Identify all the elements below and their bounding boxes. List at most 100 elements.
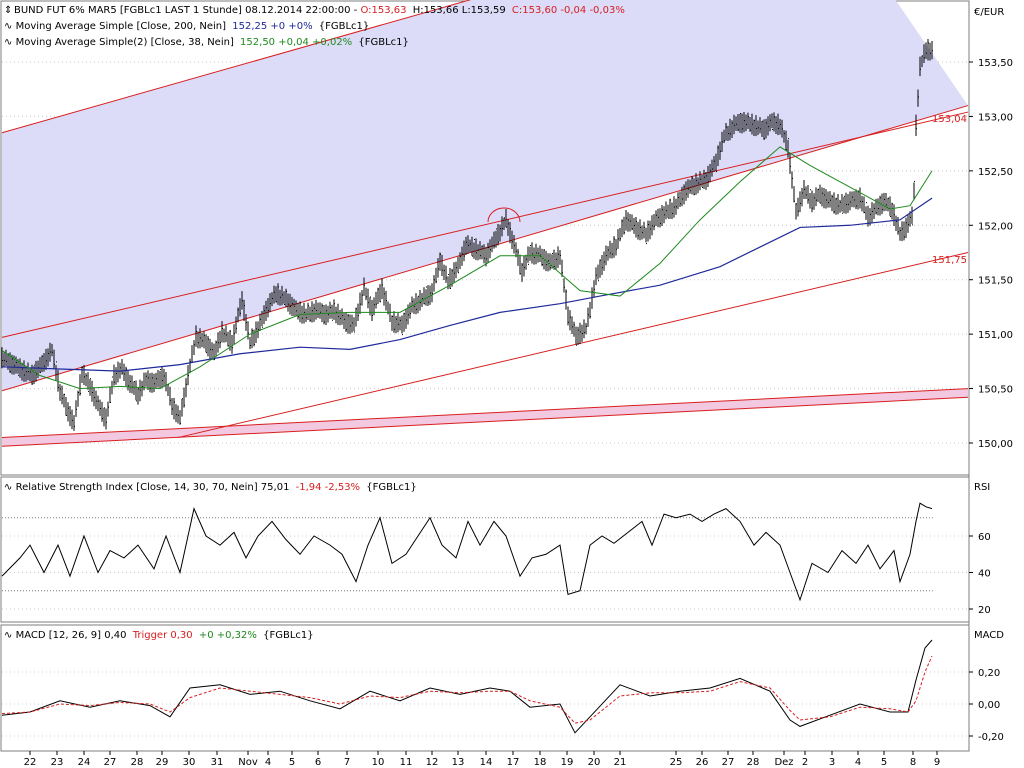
svg-text:∿ MACD [12, 26, 9] 0,40: ∿ MACD [12, 26, 9] 0,40 Trigger 0,30 +0 … bbox=[4, 630, 314, 641]
x-tick-label: 29 bbox=[156, 757, 169, 768]
macd-gridlines bbox=[2, 671, 968, 737]
x-tick-label: 11 bbox=[400, 757, 413, 768]
x-tick-label: 25 bbox=[670, 757, 683, 768]
y-tick-label: 151,00 bbox=[978, 330, 1013, 341]
x-tick-label: 23 bbox=[51, 757, 64, 768]
x-tick-label: 4 bbox=[855, 757, 861, 768]
x-tick-label: 28 bbox=[747, 757, 760, 768]
svg-text:∿ Relative Strength Inde: ∿ Relative Strength Index [Close, 14, 30… bbox=[4, 482, 417, 493]
svg-text:BUND FUT 6% MAR5 [FGBLc1 LAST: BUND FUT 6% MAR5 [FGBLc1 LAST 1 Stunde] … bbox=[14, 5, 625, 16]
lower-channel-line bbox=[177, 252, 969, 439]
bottom-band-top-line bbox=[1, 388, 969, 439]
x-tick-label: 12 bbox=[426, 757, 439, 768]
bottom-band-bottom-line bbox=[1, 396, 969, 447]
y-tick-label: 153,50 bbox=[978, 58, 1013, 69]
open-value: O:153,63 bbox=[360, 5, 406, 16]
mid-channel-line bbox=[1, 111, 969, 338]
price-channels bbox=[1, 0, 969, 447]
rsi-suffix: {FGBLc1} bbox=[366, 482, 417, 493]
x-tick-label: 5 bbox=[289, 757, 295, 768]
x-tick-label: Nov bbox=[238, 757, 258, 768]
macd-legend[interactable]: ∿ MACD [12, 26, 9] 0,40 Trigger 0,30 +0 … bbox=[4, 630, 314, 641]
y-tick-label: -0,20 bbox=[978, 732, 1004, 743]
rsi-y-axis: 20 40 60 bbox=[969, 532, 991, 616]
moving-average-simple-2-close-38-nein--line bbox=[1, 146, 933, 390]
upper-channel-band bbox=[2, 0, 968, 391]
instrument-title: BUND FUT 6% MAR5 [FGBLc1 LAST 1 Stunde] … bbox=[14, 5, 358, 16]
y-tick-label: 152,50 bbox=[978, 167, 1013, 178]
x-tick-label: 7 bbox=[344, 757, 350, 768]
x-tick-label: 28 bbox=[131, 757, 144, 768]
currency-label: €/EUR bbox=[974, 7, 1004, 18]
x-tick-label: 14 bbox=[480, 757, 493, 768]
y-tick-label: 20 bbox=[978, 605, 991, 616]
x-tick-label: Dez bbox=[774, 757, 793, 768]
macd-y-axis: -0,20 0,00 0,20 bbox=[969, 668, 1004, 743]
rsi-icon: ∿ bbox=[4, 482, 12, 493]
x-tick-label: 20 bbox=[588, 757, 601, 768]
y-tick-label: 152,00 bbox=[978, 221, 1013, 232]
y-tick-label: 0,20 bbox=[978, 668, 1000, 679]
y-tick-label: 150,00 bbox=[978, 439, 1013, 450]
ma200-label: Moving Average Simple [Close, 200, Nein] bbox=[16, 21, 227, 32]
x-tick-label: 19 bbox=[561, 757, 574, 768]
macd-label: MACD [12, 26, 9] 0,40 bbox=[16, 630, 127, 641]
close-value: C:153,60 -0,04 -0,03% bbox=[512, 5, 625, 16]
rsi-line bbox=[1, 502, 933, 602]
ma38-label: Moving Average Simple(2) [Close, 38, Nei… bbox=[16, 37, 234, 48]
price-label-lower: 151,75 bbox=[932, 255, 967, 266]
macd-suffix: {FGBLc1} bbox=[263, 630, 314, 641]
upper-channel-bottom-line bbox=[1, 105, 969, 392]
bottom-channel-band bbox=[2, 388, 968, 447]
ma200-value: 152,25 +0 +0% bbox=[232, 21, 312, 32]
price-legend[interactable]: ⇕ BUND FUT 6% MAR5 [FGBLc1 LAST 1 Stunde… bbox=[4, 5, 625, 48]
trigger-line bbox=[1, 655, 933, 724]
rsi-legend[interactable]: ∿ Relative Strength Index [Close, 14, 30… bbox=[4, 482, 417, 493]
rsi-axis-title: RSI bbox=[974, 482, 990, 493]
macd-axis-title: MACD bbox=[974, 630, 1004, 641]
moving-average-simple-close-200-nein--line bbox=[1, 197, 933, 372]
rsi-label: Relative Strength Index [Close, 14, 30, … bbox=[16, 482, 290, 493]
upper-channel-top-line bbox=[1, 0, 472, 134]
ma38-value: 152,50 +0,04 +0,02% bbox=[240, 37, 352, 48]
price-label-upper: 153,04 bbox=[932, 114, 967, 125]
x-tick-label: 26 bbox=[696, 757, 709, 768]
y-tick-label: 0,00 bbox=[978, 700, 1000, 711]
ma200-icon: ∿ bbox=[4, 21, 12, 32]
x-tick-label: 17 bbox=[507, 757, 520, 768]
x-tick-label: 27 bbox=[722, 757, 735, 768]
x-tick-label: 2 bbox=[802, 757, 808, 768]
y-tick-label: 40 bbox=[978, 569, 991, 580]
x-tick-label: 3 bbox=[829, 757, 835, 768]
top-arc-annotation bbox=[487, 207, 521, 223]
x-tick-label: 22 bbox=[24, 757, 37, 768]
price-y-axis: 150,00 150,50 151,00 151,50 152,00 152,50 153,… bbox=[969, 58, 1013, 450]
ma200-suffix: {FGBLc1} bbox=[319, 21, 370, 32]
x-tick-label: 21 bbox=[614, 757, 627, 768]
svg-text:∿ Moving Average Simple(: ∿ Moving Average Simple(2) [Close, 38, N… bbox=[4, 37, 409, 48]
x-tick-label: 6 bbox=[315, 757, 321, 768]
macd-change: +0 +0,32% bbox=[199, 630, 257, 641]
x-tick-label: 9 bbox=[934, 757, 940, 768]
collapse-icon[interactable]: ⇕ bbox=[4, 5, 12, 16]
rsi-gridlines bbox=[2, 517, 968, 610]
x-tick-label: 27 bbox=[104, 757, 117, 768]
x-tick-label: 18 bbox=[534, 757, 547, 768]
x-tick-label: 30 bbox=[183, 757, 196, 768]
y-tick-label: 150,50 bbox=[978, 385, 1013, 396]
x-tick-label: 5 bbox=[881, 757, 887, 768]
ma38-icon: ∿ bbox=[4, 37, 12, 48]
x-tick-label: 10 bbox=[372, 757, 385, 768]
x-axis: 22 23 24 27 28 29 30 31 Nov 4 5 6 7 10 11 12 13 14 17 18 19 2… bbox=[24, 751, 940, 768]
y-tick-label: 153,00 bbox=[978, 112, 1013, 123]
rsi-series bbox=[1, 502, 933, 602]
y-tick-label: 60 bbox=[978, 532, 991, 543]
x-tick-label: 8 bbox=[910, 757, 916, 768]
ma38-suffix: {FGBLc1} bbox=[358, 37, 409, 48]
x-tick-label: 4 bbox=[265, 757, 271, 768]
rsi-change: -1,94 -2,53% bbox=[296, 482, 360, 493]
macd-trigger: Trigger 0,30 bbox=[132, 630, 193, 641]
price-series bbox=[1, 39, 933, 431]
x-tick-label: 24 bbox=[78, 757, 91, 768]
